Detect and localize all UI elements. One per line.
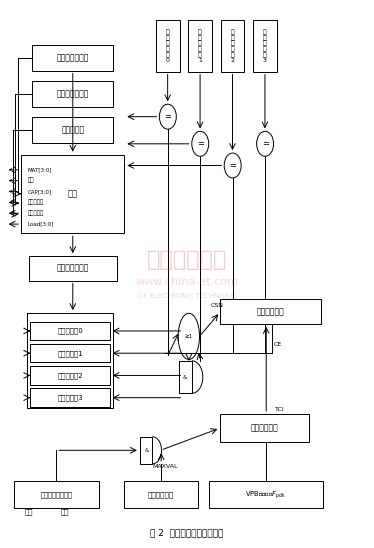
FancyBboxPatch shape	[28, 256, 117, 281]
Text: 使能: 使能	[61, 509, 69, 515]
FancyBboxPatch shape	[21, 155, 125, 233]
FancyBboxPatch shape	[32, 117, 113, 143]
Text: 中断寄存器: 中断寄存器	[61, 125, 85, 135]
Text: 复位: 复位	[25, 509, 34, 515]
Text: 电子技术应用: 电子技术应用	[147, 250, 227, 271]
Text: 中断: 中断	[28, 178, 34, 184]
Text: 外部匹配寄存器: 外部匹配寄存器	[56, 89, 89, 99]
Text: www.china-et.com: www.china-et.com	[135, 277, 239, 287]
FancyBboxPatch shape	[30, 344, 110, 362]
Text: 捕获寄存器1: 捕获寄存器1	[57, 350, 83, 357]
Text: CAP[3:0]: CAP[3:0]	[28, 189, 52, 194]
Text: 图 2  定时器工作原理方框图: 图 2 定时器工作原理方框图	[150, 529, 224, 538]
FancyBboxPatch shape	[220, 414, 309, 442]
FancyBboxPatch shape	[156, 20, 180, 72]
Text: 捕获寄存器0: 捕获寄存器0	[57, 328, 83, 334]
FancyBboxPatch shape	[209, 481, 324, 509]
Text: 捕获寄存器3: 捕获寄存器3	[57, 395, 83, 401]
FancyBboxPatch shape	[188, 20, 212, 72]
FancyBboxPatch shape	[30, 366, 110, 385]
Text: 定时器计数器: 定时器计数器	[257, 307, 285, 316]
FancyBboxPatch shape	[125, 481, 198, 509]
FancyBboxPatch shape	[30, 322, 110, 340]
Text: 定时器控制寄存器: 定时器控制寄存器	[40, 492, 72, 498]
Text: 匹
配
寄
存
器
1: 匹 配 寄 存 器 1	[198, 30, 202, 62]
Text: &: &	[144, 448, 148, 453]
FancyBboxPatch shape	[220, 300, 322, 324]
FancyBboxPatch shape	[178, 361, 192, 393]
Text: TCI: TCI	[275, 407, 285, 412]
FancyBboxPatch shape	[221, 20, 245, 72]
Text: 匹配控制寄存器: 匹配控制寄存器	[56, 53, 89, 62]
Text: ≥1: ≥1	[185, 334, 193, 339]
Text: 匹
配
寄
存
器
2: 匹 配 寄 存 器 2	[230, 30, 234, 62]
Text: 捕获控制寄存器: 捕获控制寄存器	[56, 264, 89, 273]
FancyBboxPatch shape	[32, 81, 113, 107]
Text: 匹配时复位: 匹配时复位	[28, 210, 44, 216]
Text: 匹
配
寄
存
器
3: 匹 配 寄 存 器 3	[263, 30, 267, 62]
Text: 匹配时停止: 匹配时停止	[28, 199, 44, 205]
Text: OF ELECTRONIC TECHNIQUE: OF ELECTRONIC TECHNIQUE	[138, 293, 236, 299]
FancyBboxPatch shape	[253, 20, 277, 72]
FancyBboxPatch shape	[30, 389, 110, 407]
Text: MAT[3:0]: MAT[3:0]	[28, 167, 52, 173]
Text: MAXVAL: MAXVAL	[152, 464, 178, 469]
Text: 匹
配
寄
存
器
0: 匹 配 寄 存 器 0	[166, 30, 169, 62]
Text: 捕获寄存器2: 捕获寄存器2	[57, 372, 83, 379]
FancyBboxPatch shape	[14, 481, 99, 509]
Text: Load[3:0]: Load[3:0]	[28, 221, 54, 226]
Text: CE: CE	[274, 342, 282, 347]
Text: 预分频计数器: 预分频计数器	[251, 424, 278, 432]
Text: VPB时钟频率$F_{\rm pclk}$: VPB时钟频率$F_{\rm pclk}$	[245, 489, 287, 500]
Text: =: =	[164, 112, 171, 121]
Text: 预分频寄存器: 预分频寄存器	[148, 492, 174, 498]
Text: &: &	[183, 375, 187, 380]
Text: CSN: CSN	[211, 303, 224, 308]
Text: =: =	[261, 139, 269, 149]
Text: 控制: 控制	[68, 190, 78, 198]
FancyBboxPatch shape	[27, 313, 113, 408]
FancyBboxPatch shape	[32, 44, 113, 71]
Text: =: =	[197, 139, 204, 149]
Text: =: =	[229, 161, 236, 170]
FancyBboxPatch shape	[140, 437, 152, 464]
